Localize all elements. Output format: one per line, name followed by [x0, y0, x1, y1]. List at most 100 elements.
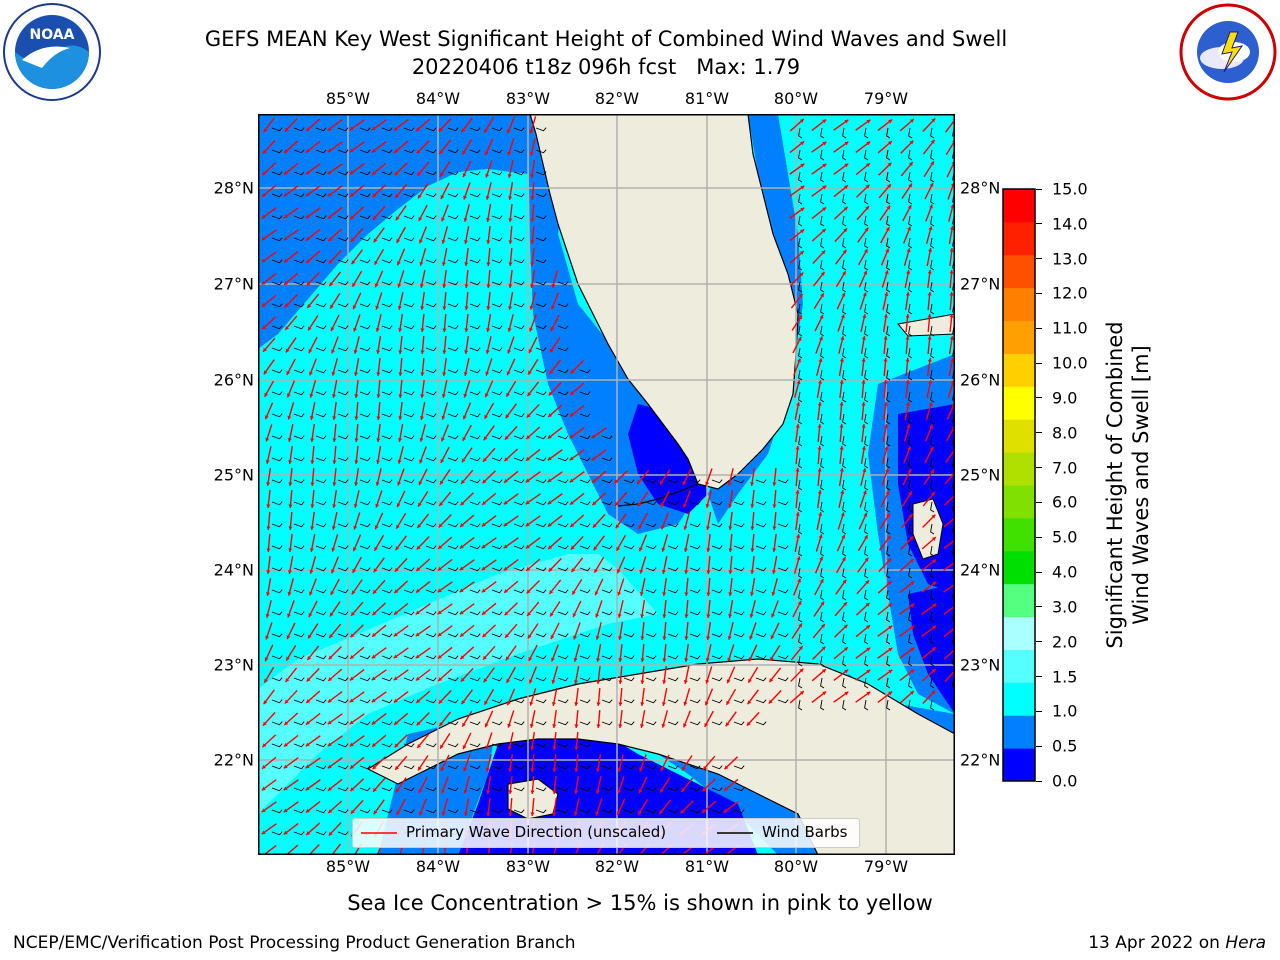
wave-direction-arrowhead: [507, 723, 512, 728]
wind-barb: [381, 545, 393, 550]
wave-direction-arrowhead: [503, 522, 508, 527]
wave-direction-arrowhead: [818, 512, 823, 516]
wind-barb: [623, 545, 635, 550]
wave-direction-arrowhead: [441, 437, 445, 442]
wind-barb: [425, 809, 437, 814]
wave-direction-arrowhead: [507, 349, 512, 354]
wind-barb: [403, 677, 415, 682]
wind-barb: [447, 765, 459, 770]
wave-direction-arrowhead: [551, 702, 556, 706]
wind-barb: [798, 633, 803, 645]
wind-barb: [842, 193, 847, 205]
wind-barb: [315, 457, 327, 462]
wave-direction-arrowhead: [529, 284, 535, 288]
wind-barb: [820, 259, 825, 271]
wind-barb: [293, 149, 305, 154]
wind-barb: [535, 589, 547, 594]
wave-direction-arrowhead: [419, 437, 424, 442]
wave-direction-arrowhead: [483, 436, 488, 441]
wave-direction-arrowhead: [265, 635, 270, 640]
wave-direction-arrowhead: [931, 514, 936, 519]
wave-direction-arrowhead: [908, 162, 913, 166]
wave-direction-arrowhead: [442, 372, 447, 376]
wave-direction-arrowhead: [639, 569, 644, 574]
wave-direction-arrowhead: [305, 192, 310, 197]
wind-barb: [645, 589, 657, 594]
wave-direction-arrowhead: [796, 534, 801, 538]
wind-barb: [469, 435, 481, 440]
wind-barb: [315, 765, 327, 770]
wave-direction-arrowhead: [883, 380, 888, 384]
wave-direction-arrowhead: [748, 657, 753, 662]
wave-direction-arrowhead: [798, 293, 803, 298]
colorbar-tick-mark: [1036, 641, 1042, 643]
wave-direction-arrowhead: [352, 547, 357, 552]
wave-direction-arrowhead: [350, 654, 355, 659]
wave-direction-arrowhead: [574, 768, 579, 772]
wind-barb: [579, 567, 591, 572]
wave-direction-arrowhead: [749, 613, 754, 618]
wind-barb: [337, 611, 349, 616]
wave-direction-arrowhead: [442, 350, 447, 354]
wind-barb: [557, 303, 569, 308]
wind-barb: [535, 633, 547, 638]
colorbar-tick-mark: [1036, 397, 1042, 399]
wind-barb: [337, 721, 349, 726]
wave-direction-arrowhead: [463, 789, 468, 794]
wind-barb: [359, 215, 371, 220]
wind-barb: [601, 589, 613, 594]
wind-barb: [842, 413, 847, 425]
wave-direction-arrowhead: [441, 394, 446, 398]
wind-barb: [777, 699, 789, 704]
wave-direction-arrowhead: [330, 569, 335, 574]
wave-direction-arrowhead: [305, 236, 310, 241]
lat-label-right-24n: 24°N: [960, 560, 1001, 580]
wave-direction-arrowhead: [927, 270, 932, 274]
colorbar-label-line1: Significant Height of Combined: [1103, 321, 1127, 649]
wind-barb: [820, 413, 825, 425]
wind-barb: [557, 633, 569, 638]
wave-direction-arrowhead: [416, 721, 421, 726]
wind-barb: [513, 633, 525, 638]
wave-direction-arrowhead: [771, 570, 776, 574]
wave-direction-arrowhead: [550, 348, 554, 353]
wind-barb: [908, 171, 913, 183]
nws-logo: [1179, 3, 1277, 101]
plot-subtitle: 20220406 t18z 096h fcst Max: 1.79: [411, 55, 801, 79]
wind-barb: [535, 721, 547, 726]
wave-direction-arrowhead: [662, 592, 667, 596]
wave-direction-arrowhead: [844, 119, 849, 124]
wave-direction-arrowhead: [395, 216, 400, 221]
wind-barb: [425, 765, 437, 770]
wave-direction-arrowhead: [305, 170, 310, 175]
wind-barb: [864, 215, 869, 227]
wind-barb: [777, 633, 789, 638]
wave-direction-arrowhead: [354, 438, 359, 442]
wind-barb: [469, 281, 481, 286]
wind-barb: [908, 303, 913, 315]
colorbar-block: [1003, 550, 1035, 585]
wave-direction-arrowhead: [394, 589, 399, 594]
wind-barb: [403, 237, 415, 242]
wave-direction-arrowhead: [864, 227, 869, 232]
wave-direction-arrowhead: [618, 658, 623, 662]
wind-barb: [403, 435, 415, 440]
colorbar: [1002, 188, 1036, 782]
wind-barb: [403, 809, 415, 814]
lon-label-bottom-81w: 81°W: [684, 857, 730, 876]
wave-direction-arrowhead: [306, 127, 311, 131]
colorbar-tick-mark: [1036, 432, 1042, 434]
wind-barb: [381, 523, 393, 528]
wave-direction-arrowhead: [486, 284, 491, 288]
wind-barb: [535, 215, 547, 220]
wind-barb: [469, 501, 481, 506]
wave-direction-arrowhead: [283, 214, 288, 219]
wind-barb: [930, 413, 935, 425]
wind-barb: [447, 237, 459, 242]
wind-barb: [491, 809, 503, 814]
wave-direction-arrowhead: [660, 767, 665, 772]
wave-direction-arrowhead: [438, 127, 443, 132]
wave-direction-arrowhead: [574, 724, 579, 728]
wind-barb: [425, 567, 437, 572]
wave-direction-arrowhead: [822, 207, 827, 212]
